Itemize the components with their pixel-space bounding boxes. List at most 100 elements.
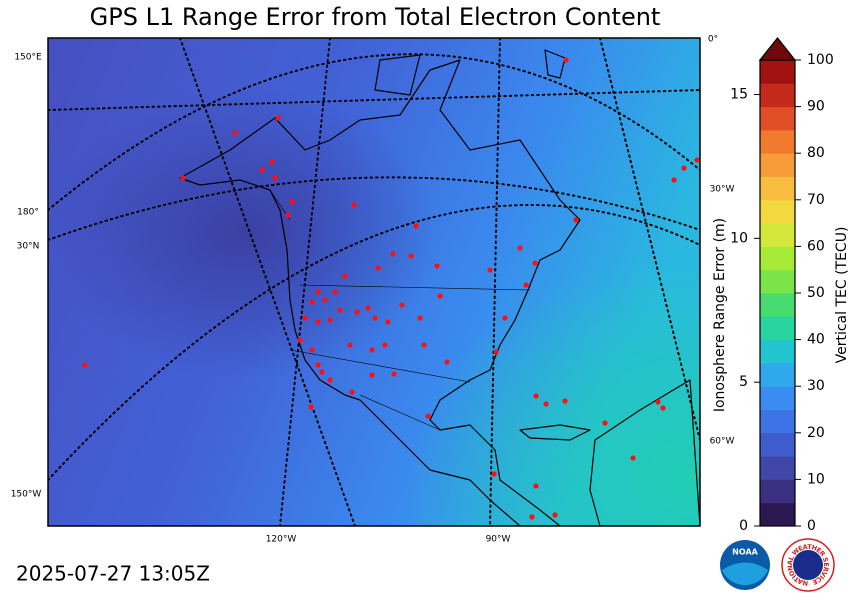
- tec-tick-label: 50: [807, 285, 825, 301]
- noaa-logo: NOAA: [720, 540, 770, 590]
- station: [308, 404, 314, 410]
- station: [289, 199, 295, 205]
- colorbar-band: [760, 106, 795, 131]
- station: [372, 315, 378, 321]
- station: [319, 369, 325, 375]
- colorbar-band: [760, 316, 795, 341]
- graticule-label: 180°: [17, 208, 39, 218]
- title: GPS L1 Range Error from Total Electron C…: [90, 3, 661, 31]
- station: [275, 115, 281, 121]
- tec-tick-label: 80: [807, 145, 825, 161]
- station: [322, 297, 328, 303]
- station: [655, 399, 661, 405]
- graticule-label: 60°W: [710, 437, 735, 447]
- station: [347, 342, 353, 348]
- colorbar-band: [760, 83, 795, 108]
- station: [523, 282, 529, 288]
- colorbar-band: [760, 293, 795, 317]
- graticule-label: 30°N: [17, 242, 40, 252]
- graticule-label: 150°W: [11, 490, 42, 500]
- tec-tick-label: 40: [807, 332, 825, 348]
- tec-tick-label: 30: [807, 378, 825, 394]
- station: [337, 307, 343, 313]
- station: [493, 349, 499, 355]
- station: [437, 293, 443, 299]
- station: [502, 315, 508, 321]
- station: [408, 253, 414, 259]
- range-axis-label: Ionosphere Range Error (m): [712, 218, 728, 412]
- map: [48, 38, 700, 526]
- tec-tick-label: 60: [807, 238, 825, 254]
- colorbar-band: [760, 153, 795, 177]
- graticule-label: 120°W: [266, 535, 297, 545]
- map-frame: [47, 37, 701, 527]
- station: [602, 420, 608, 426]
- station: [327, 317, 333, 323]
- colorbar-band: [760, 269, 795, 294]
- stations: [82, 57, 700, 520]
- station: [491, 471, 497, 477]
- timestamp: 2025-07-27 13:05Z: [16, 562, 210, 586]
- noaa-text: NOAA: [732, 548, 758, 557]
- station: [315, 289, 321, 295]
- tec-axis-label: Vertical TEC (TECU): [834, 227, 850, 364]
- station: [532, 260, 538, 266]
- colorbar-extend: [758, 37, 797, 61]
- colorbar-band: [760, 199, 795, 224]
- station: [681, 165, 687, 171]
- station: [269, 159, 275, 165]
- station: [354, 309, 360, 315]
- colorbar-band: [760, 362, 795, 387]
- station: [285, 212, 291, 218]
- station: [552, 512, 558, 518]
- station: [315, 362, 321, 368]
- colorbar-band: [760, 479, 795, 504]
- colorbar-band: [760, 129, 795, 154]
- graticule-label: 150°E: [14, 53, 42, 63]
- colorbar-band: [760, 502, 795, 527]
- nws-logo: NATIONAL WEATHER SERVICE: [781, 538, 835, 592]
- station: [369, 347, 375, 353]
- station: [444, 359, 450, 365]
- station: [232, 130, 238, 136]
- tec-tick-label: 20: [807, 425, 825, 441]
- colorbar-band: [760, 246, 795, 271]
- graticule: [48, 38, 700, 526]
- station: [327, 377, 333, 383]
- station: [694, 157, 700, 163]
- station: [297, 337, 303, 343]
- station: [332, 289, 338, 295]
- station: [533, 393, 539, 399]
- station: [272, 175, 278, 181]
- colorbar-band: [760, 60, 795, 84]
- colorbar-band: [760, 223, 795, 247]
- graticule-label: 30°W: [710, 185, 735, 195]
- station: [315, 319, 321, 325]
- station: [529, 514, 535, 520]
- station: [180, 175, 186, 181]
- range-tick-label: 5: [739, 374, 748, 390]
- station: [382, 342, 388, 348]
- station: [302, 315, 308, 321]
- station: [421, 342, 427, 348]
- station: [671, 177, 677, 183]
- station: [573, 217, 579, 223]
- range-tick-label: 0: [739, 518, 748, 534]
- station: [399, 302, 405, 308]
- station: [413, 223, 419, 229]
- station: [417, 315, 423, 321]
- station: [342, 273, 348, 279]
- station: [385, 319, 391, 325]
- station: [434, 263, 440, 269]
- station: [425, 413, 431, 419]
- station: [660, 405, 666, 411]
- tec-tick-label: 70: [807, 192, 825, 208]
- tec-tick-label: 100: [807, 52, 834, 68]
- station: [487, 267, 493, 273]
- station: [369, 372, 375, 378]
- station: [533, 483, 539, 489]
- colorbar-band: [760, 456, 795, 480]
- colorbar: 0 10 20 30 40 50 60 70 80 90 100 0 5 10 15: [730, 37, 834, 534]
- station: [562, 398, 568, 404]
- station: [543, 401, 549, 407]
